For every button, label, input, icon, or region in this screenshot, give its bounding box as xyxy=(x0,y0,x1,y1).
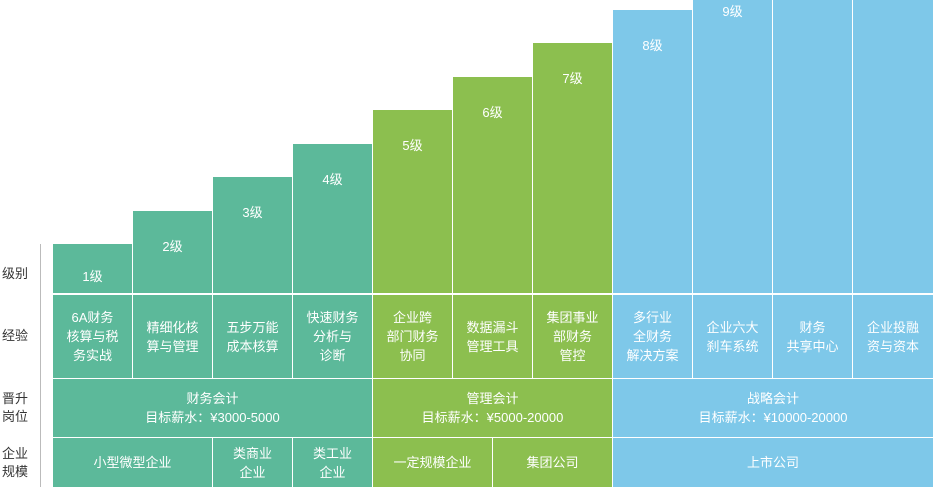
level-label: 3级 xyxy=(242,205,263,220)
scale-cell: 类工业 企业 xyxy=(293,438,372,487)
axis-line xyxy=(40,244,41,487)
promotion-cell: 财务会计 目标薪水：¥3000-5000 xyxy=(53,379,372,437)
row-label-scale: 企业 规模 xyxy=(2,446,29,479)
level-bar-10: 10级 xyxy=(773,0,852,293)
level-label: 1级 xyxy=(82,269,103,284)
level-bar-7: 7级 xyxy=(533,43,612,293)
level-label: 6级 xyxy=(482,104,503,120)
experience-cell: 财务 共享中心 xyxy=(773,295,852,378)
level-bar-6: 6级 xyxy=(453,76,532,293)
promotion-cell: 战略会计 目标薪水：¥10000-20000 xyxy=(613,379,933,437)
level-bar-8: 8级 xyxy=(613,9,692,293)
promotion-cell: 管理会计 目标薪水：¥5000-20000 xyxy=(373,379,612,437)
level-bar-9: 9级 xyxy=(693,0,772,293)
level-label: 9级 xyxy=(722,4,743,19)
level-bar-11: 11级 xyxy=(853,0,933,293)
experience-cell: 企业六大 刹车系统 xyxy=(693,295,772,378)
experience-cell: 五步万能 成本核算 xyxy=(213,295,292,378)
scale-cell: 类商业 企业 xyxy=(213,438,292,487)
experience-cell: 数据漏斗 管理工具 xyxy=(453,295,532,378)
level-label: 8级 xyxy=(642,37,663,53)
level-bar-3: 3级 xyxy=(213,177,292,293)
experience-cell: 6A财务 核算与税 务实战 xyxy=(53,295,132,378)
level-label: 4级 xyxy=(322,171,343,187)
scale-cell: 集团公司 xyxy=(493,438,612,487)
scale-cell: 上市公司 xyxy=(613,438,933,487)
level-label: 2级 xyxy=(162,238,183,254)
level-bar-4: 4级 xyxy=(293,143,372,293)
scale-cell: 一定规模企业 xyxy=(373,438,492,487)
experience-cell: 多行业 全财务 解决方案 xyxy=(613,295,692,378)
experience-cell: 快速财务 分析与 诊断 xyxy=(293,295,372,378)
level-bar-2: 2级 xyxy=(133,210,212,293)
level-label: 7级 xyxy=(562,71,583,86)
experience-cell: 集团事业 部财务 管控 xyxy=(533,295,612,378)
level-bar-5: 5级 xyxy=(373,110,452,293)
level-bar-1: 1级 xyxy=(53,244,132,293)
row-label-experience: 经验 xyxy=(2,328,29,343)
scale-cell: 小型微型企业 xyxy=(53,438,212,487)
experience-cell: 企业投融 资与资本 xyxy=(853,295,933,378)
row-label-level: 级别 xyxy=(2,266,29,281)
experience-cell: 企业跨 部门财务 协同 xyxy=(373,295,452,378)
level-label: 5级 xyxy=(402,138,423,153)
row-label-promotion: 晋升 岗位 xyxy=(2,391,29,424)
experience-cell: 精细化核 算与管理 xyxy=(133,295,212,378)
